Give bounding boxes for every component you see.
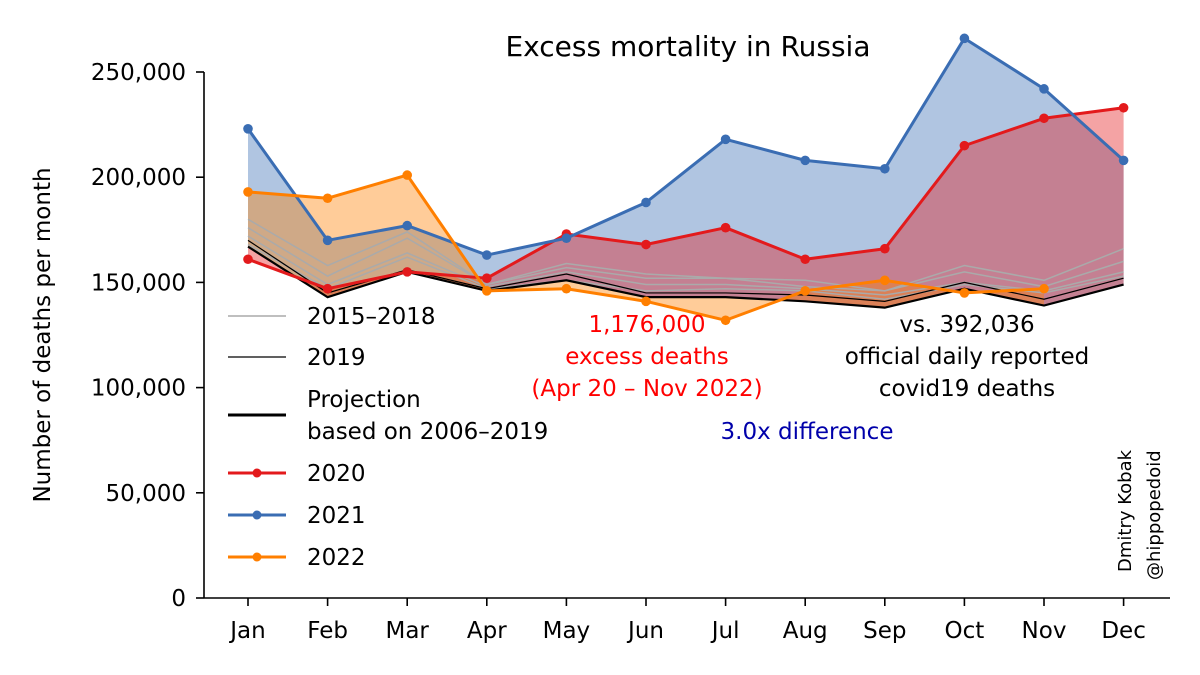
series-line-2018	[247, 243, 1124, 300]
annotations: 1,176,000 excess deaths (Apr 20 – Nov 20…	[531, 312, 1165, 580]
y-tick-label: 150,000	[91, 270, 186, 296]
author-handle: @hippopedoid	[1144, 450, 1165, 580]
point-2021-jun	[641, 197, 651, 208]
series-line-2017	[247, 235, 1124, 296]
point-2020-mar	[402, 267, 413, 277]
x-tick-label: Jan	[228, 618, 265, 644]
axes	[203, 72, 1170, 599]
series-line-2020	[247, 106, 1124, 291]
x-tick-label: Jul	[710, 618, 740, 644]
legend-label-projection-line1: Projection	[307, 387, 421, 413]
point-2021-apr	[482, 250, 492, 260]
x-tick-label: Mar	[385, 618, 429, 644]
difference-ratio: 3.0x difference	[721, 419, 894, 445]
legend: 2015–2018 2019 Projection based on 2006–…	[228, 304, 548, 571]
point-2022-aug	[800, 286, 810, 296]
official-deaths-label: official daily reported	[845, 344, 1090, 370]
chart-title: Excess mortality in Russia	[505, 30, 870, 63]
year-lines	[243, 33, 1129, 326]
author-credit: Dmitry Kobak	[1115, 449, 1136, 572]
excess-deaths-label: excess deaths	[565, 344, 728, 370]
excess-area-2022	[248, 175, 1044, 321]
point-2021-oct	[959, 33, 970, 44]
y-axis-label: Number of deaths per month	[30, 167, 56, 502]
point-2021-aug	[800, 155, 810, 166]
excess-area-2021	[248, 38, 1124, 308]
point-2021-jan	[243, 124, 253, 134]
series-line-2015	[247, 218, 1124, 292]
legend-label-2015-2018: 2015–2018	[307, 304, 436, 330]
x-tick-label: Feb	[307, 618, 348, 644]
y-tick-label: 0	[171, 586, 186, 612]
x-tick-label: May	[543, 618, 591, 644]
point-2021-sep	[880, 163, 890, 174]
point-2021-mar	[402, 220, 413, 231]
x-tick-label: Nov	[1022, 618, 1067, 644]
excess-area-2020	[248, 107, 1124, 308]
y-tick-label: 200,000	[91, 165, 186, 191]
y-tick-label: 100,000	[91, 376, 186, 402]
official-deaths-source: covid19 deaths	[879, 376, 1055, 402]
legend-label-projection-line2: based on 2006–2019	[307, 419, 548, 445]
legend-marker-2021	[252, 510, 262, 520]
x-tick-label: Jun	[626, 618, 664, 644]
x-tick-label: Oct	[945, 618, 985, 644]
x-ticks: Jan Feb Mar Apr May Jun Jul Aug Sep Oct Nov Dec	[228, 598, 1146, 644]
point-2022-oct	[959, 288, 970, 298]
point-2020-jan	[243, 254, 253, 265]
point-2020-aug	[800, 254, 810, 265]
point-2021-feb	[322, 235, 333, 246]
legend-marker-2022	[252, 552, 262, 562]
point-2021-jul	[720, 134, 731, 145]
legend-label-2022: 2022	[307, 545, 366, 571]
point-2022-mar	[402, 170, 413, 180]
point-2022-feb	[322, 193, 333, 204]
y-tick-label: 250,000	[91, 60, 186, 86]
point-2022-may	[561, 283, 572, 294]
x-tick-label: Dec	[1101, 618, 1146, 644]
point-2020-jul	[720, 222, 731, 233]
point-2020-dec	[1118, 102, 1129, 113]
x-tick-label: Apr	[467, 618, 507, 644]
point-2020-feb	[322, 283, 333, 294]
point-2020-nov	[1039, 113, 1049, 124]
excess-deaths-period: (Apr 20 – Nov 2022)	[531, 376, 762, 402]
legend-label-2021: 2021	[307, 503, 366, 529]
y-tick-label: 50,000	[106, 481, 186, 507]
point-2020-sep	[880, 243, 890, 254]
point-2022-apr	[482, 286, 492, 296]
point-2022-jan	[243, 187, 253, 197]
y-ticks: 0 50,000 100,000 150,000 200,000 250,000	[91, 60, 204, 612]
point-2021-may	[561, 233, 572, 244]
x-tick-label: Sep	[863, 618, 906, 644]
legend-label-2019: 2019	[307, 345, 366, 371]
point-2020-oct	[959, 140, 970, 151]
point-2022-sep	[880, 275, 890, 286]
official-deaths-count: vs. 392,036	[899, 312, 1034, 338]
x-tick-label: Aug	[783, 618, 828, 644]
point-2021-dec	[1118, 155, 1129, 166]
excess-deaths-count: 1,176,000	[588, 312, 705, 338]
point-2022-nov	[1039, 283, 1049, 294]
point-2020-jun	[641, 239, 651, 250]
series-line-2021	[246, 36, 1125, 257]
series-line-2016	[247, 227, 1124, 292]
point-2022-jul	[720, 315, 731, 326]
point-2020-apr	[482, 273, 492, 283]
area-fills	[248, 38, 1124, 321]
legend-label-2020: 2020	[307, 461, 366, 487]
point-2022-jun	[641, 296, 651, 307]
point-2021-nov	[1039, 84, 1049, 94]
legend-marker-2020	[252, 468, 262, 478]
